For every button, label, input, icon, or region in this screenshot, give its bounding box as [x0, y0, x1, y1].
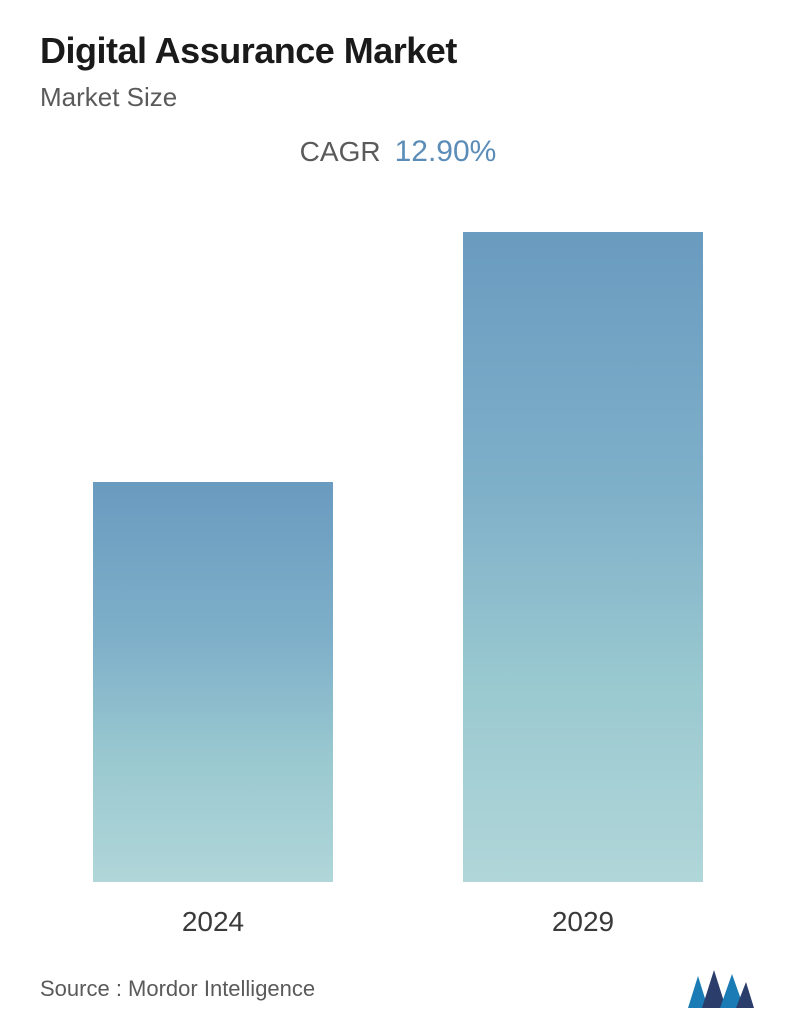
- bar-1: [463, 232, 703, 882]
- brand-logo-icon: [686, 968, 756, 1010]
- cagr-label: CAGR: [300, 136, 381, 168]
- source-text: Source : Mordor Intelligence: [40, 976, 315, 1002]
- bar-label-1: 2029: [552, 906, 614, 938]
- bar-label-0: 2024: [182, 906, 244, 938]
- chart-area: 2024 2029: [0, 169, 796, 938]
- page-subtitle: Market Size: [0, 82, 796, 113]
- bar-group-0: 2024: [93, 482, 333, 938]
- bar-0: [93, 482, 333, 882]
- page-title: Digital Assurance Market: [0, 30, 796, 72]
- cagr-value: 12.90%: [395, 135, 497, 169]
- cagr-row: CAGR 12.90%: [0, 135, 796, 169]
- footer: Source : Mordor Intelligence: [0, 938, 796, 1034]
- chart-container: Digital Assurance Market Market Size CAG…: [0, 0, 796, 1034]
- bar-group-1: 2029: [463, 232, 703, 938]
